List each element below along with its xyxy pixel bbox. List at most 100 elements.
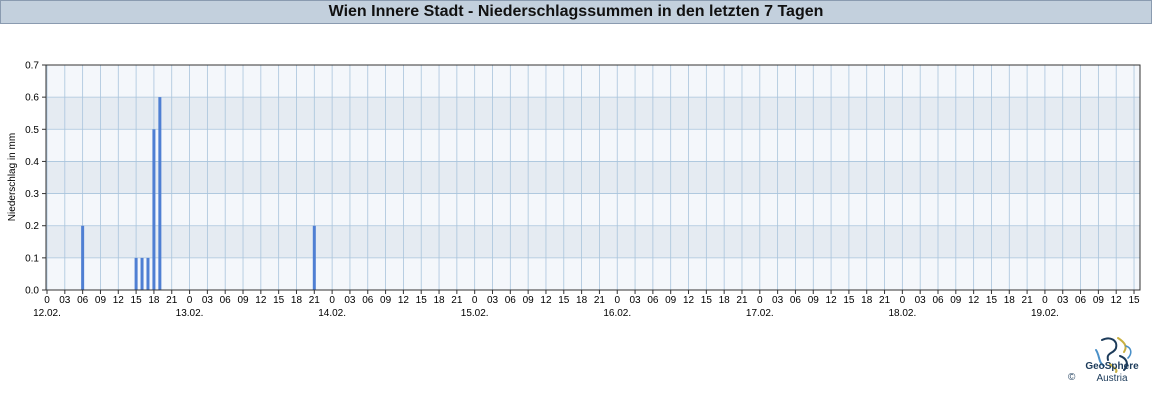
x-tick-label: 09 [665, 295, 677, 306]
x-tick-label: 18 [433, 295, 445, 306]
x-tick-label: 15 [416, 295, 428, 306]
x-tick-label: 09 [808, 295, 820, 306]
x-tick-label: 18 [291, 295, 303, 306]
x-tick-label: 06 [362, 295, 374, 306]
x-tick-label: 0 [614, 295, 620, 306]
x-tick-label: 12 [683, 295, 695, 306]
x-tick-label: 12 [826, 295, 838, 306]
plot-band [46, 161, 1140, 194]
x-tick-label: 03 [915, 295, 927, 306]
x-tick-label: 15 [1128, 295, 1140, 306]
x-tick-label: 0 [187, 295, 193, 306]
x-day-label: 15.02. [461, 308, 489, 319]
plot-band [46, 129, 1140, 162]
precipitation-bar [158, 97, 162, 291]
x-tick-label: 0 [472, 295, 478, 306]
x-tick-label: 15 [131, 295, 143, 306]
x-tick-label: 06 [220, 295, 232, 306]
plot-band [46, 97, 1140, 130]
x-tick-label: 15 [701, 295, 713, 306]
x-tick-label: 18 [148, 295, 160, 306]
y-tick-label: 0.1 [25, 253, 39, 264]
x-tick-label: 03 [59, 295, 71, 306]
plot-band [46, 225, 1140, 258]
x-tick-label: 12 [1111, 295, 1123, 306]
x-day-label: 12.02. [33, 308, 61, 319]
x-tick-label: 03 [1057, 295, 1069, 306]
x-tick-label: 0 [757, 295, 763, 306]
x-tick-label: 15 [558, 295, 570, 306]
x-tick-label: 15 [273, 295, 285, 306]
y-tick-label: 0.0 [25, 286, 39, 297]
y-axis: 0.0 0.1 0.2 0.3 0.4 0.5 0.6 0.7 [25, 61, 46, 297]
x-tick-label: 03 [487, 295, 499, 306]
x-tick-label: 06 [505, 295, 517, 306]
x-tick-label: 18 [719, 295, 731, 306]
x-day-label: 18.02. [888, 308, 916, 319]
x-tick-label: 06 [1075, 295, 1087, 306]
x-tick-label: 12 [540, 295, 552, 306]
plot-band [46, 65, 1140, 98]
chart-title-bar: Wien Innere Stadt - Niederschlagssummen … [0, 0, 1152, 24]
x-tick-label: 0 [44, 295, 50, 306]
x-tick-label: 0 [1042, 295, 1048, 306]
x-tick-label: 15 [986, 295, 998, 306]
x-tick-label: 0 [329, 295, 335, 306]
x-tick-label: 06 [77, 295, 89, 306]
x-tick-label: 06 [647, 295, 659, 306]
precipitation-bar [140, 257, 144, 290]
x-tick-label: 18 [861, 295, 873, 306]
x-tick-label: 21 [879, 295, 891, 306]
x-tick-label: 03 [202, 295, 214, 306]
x-tick-label: 21 [736, 295, 748, 306]
precipitation-bar [81, 225, 85, 290]
x-axis: 0 03 06 09 12 15 18 21 0 03 06 09 12 15 18 21 0 03 06 09 12 1… [33, 290, 1140, 319]
geosphere-logo-icon [1095, 337, 1132, 373]
precipitation-bar [312, 225, 316, 290]
x-tick-label: 18 [576, 295, 588, 306]
x-tick-label: 0 [900, 295, 906, 306]
x-day-label: 19.02. [1031, 308, 1059, 319]
chart-title: Wien Innere Stadt - Niederschlagssummen … [328, 3, 824, 20]
y-tick-label: 0.3 [25, 189, 39, 200]
x-tick-label: 12 [968, 295, 980, 306]
x-day-label: 13.02. [176, 308, 204, 319]
x-tick-label: 21 [594, 295, 606, 306]
x-tick-label: 21 [166, 295, 178, 306]
copyright-symbol: © [1068, 372, 1076, 383]
x-tick-label: 09 [1093, 295, 1105, 306]
x-tick-label: 21 [451, 295, 463, 306]
x-tick-label: 09 [95, 295, 107, 306]
y-tick-label: 0.6 [25, 93, 39, 104]
x-tick-label: 03 [344, 295, 356, 306]
precipitation-bar [134, 257, 138, 290]
x-day-label: 14.02. [318, 308, 346, 319]
y-tick-label: 0.7 [25, 61, 39, 72]
logo-name: GeoSphere [1085, 361, 1139, 372]
y-tick-label: 0.2 [25, 221, 39, 232]
precipitation-bar [146, 257, 150, 290]
x-day-label: 16.02. [603, 308, 631, 319]
x-tick-label: 06 [790, 295, 802, 306]
x-tick-label: 09 [523, 295, 535, 306]
x-tick-label: 06 [932, 295, 944, 306]
plot-band [46, 193, 1140, 226]
plot-band [46, 257, 1140, 290]
x-tick-label: 09 [380, 295, 392, 306]
x-tick-label: 12 [255, 295, 267, 306]
x-tick-label: 21 [309, 295, 321, 306]
y-axis-label: Niederschlag in mm [7, 133, 18, 221]
precipitation-bars [81, 97, 316, 291]
x-tick-label: 09 [950, 295, 962, 306]
x-tick-label: 15 [843, 295, 855, 306]
x-tick-label: 09 [237, 295, 249, 306]
y-tick-label: 0.4 [25, 157, 39, 168]
x-tick-label: 12 [398, 295, 410, 306]
x-tick-label: 18 [1004, 295, 1016, 306]
x-tick-label: 03 [772, 295, 784, 306]
x-day-label: 17.02. [746, 308, 774, 319]
logo-subtitle: Austria [1096, 373, 1128, 384]
plot-background-bands [46, 65, 1140, 290]
precipitation-bar [152, 129, 156, 290]
